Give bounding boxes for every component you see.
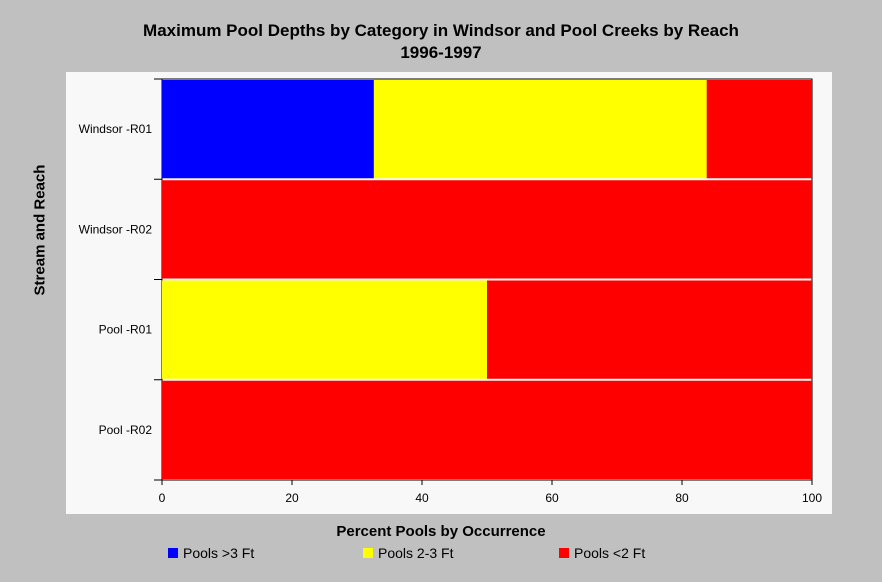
legend-item: Pools >3 Ft	[168, 545, 254, 561]
x-tick-label: 20	[285, 491, 299, 505]
bar-4-series-3	[162, 380, 812, 479]
legend-swatch	[363, 548, 373, 559]
y-tick-label: Windsor -R01	[79, 122, 153, 136]
bar-1-series-3	[706, 80, 812, 179]
legend-swatch	[168, 548, 178, 559]
bar-1-series-2	[373, 80, 707, 179]
y-tick-label: Windsor -R02	[79, 222, 153, 236]
x-axis-label: Percent Pools by Occurrence	[336, 523, 546, 540]
y-tick-label: Pool -R01	[99, 323, 153, 337]
legend-label: Pools >3 Ft	[183, 545, 255, 561]
legend: Pools >3 Ft Pools 2-3 Ft Pools <2 Ft	[0, 545, 882, 565]
chart-title: Maximum Pool Depths by Category in Winds…	[143, 21, 739, 40]
x-tick-label: 40	[415, 491, 429, 505]
legend-item: Pools 2-3 Ft	[363, 545, 453, 561]
bar-2-series-3	[162, 180, 812, 279]
legend-label: Pools 2-3 Ft	[378, 545, 454, 561]
legend-item: Pools <2 Ft	[559, 545, 645, 561]
chart-subtitle: 1996-1997	[400, 43, 482, 62]
x-tick-label: 100	[802, 491, 822, 505]
x-tick-label: 80	[675, 491, 689, 505]
plot-panel: Windsor -R01 Windsor -R02 Pool -R01 Pool -R…	[66, 72, 832, 514]
chart-svg: Windsor -R01 Windsor -R02 Pool -R01 Pool -R…	[79, 78, 822, 505]
bar-3-series-2	[162, 280, 487, 379]
x-tick-label: 60	[545, 491, 559, 505]
bar-3-series-3	[487, 280, 812, 379]
x-tick-label: 0	[159, 491, 166, 505]
bar-1-series-1	[162, 80, 374, 179]
y-tick-label: Pool -R02	[99, 423, 153, 437]
legend-label: Pools <2 Ft	[574, 545, 646, 561]
legend-swatch	[559, 548, 569, 559]
y-axis-label: Stream and Reach	[31, 164, 49, 296]
